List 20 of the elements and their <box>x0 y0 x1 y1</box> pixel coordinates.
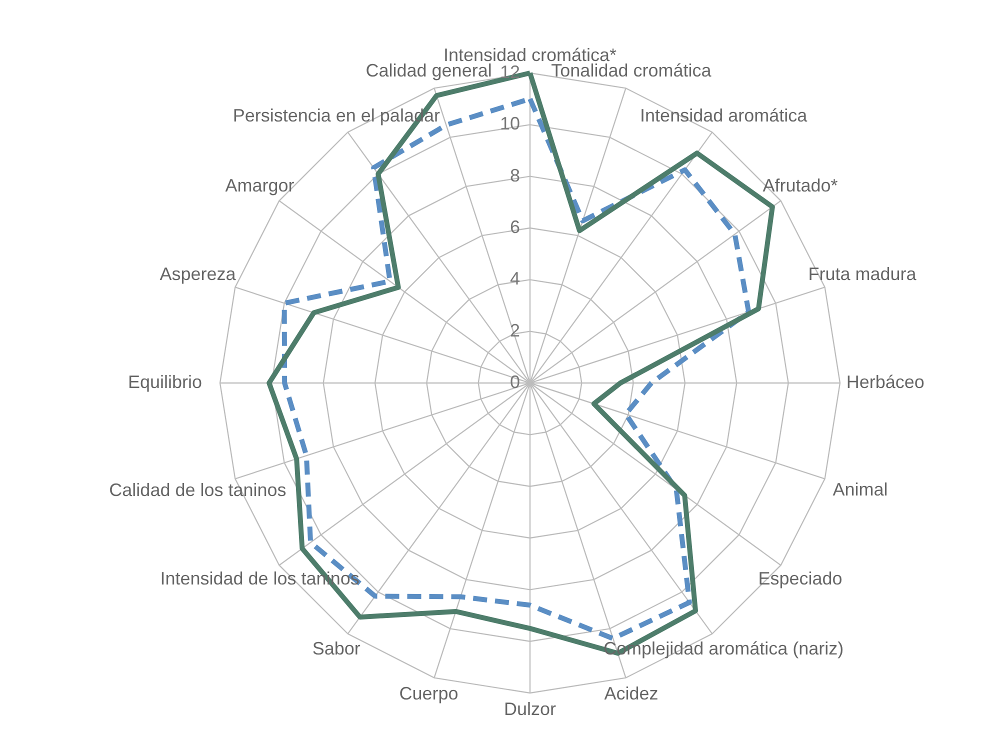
spoke-label: Afrutado* <box>762 176 838 196</box>
spoke-label: Amargor <box>225 176 294 196</box>
spoke-label: Animal <box>832 479 888 500</box>
spoke-label: Calidad de los taninos <box>109 480 286 500</box>
y-tick-label: 10 <box>500 114 520 134</box>
spoke-label: Aspereza <box>160 264 237 284</box>
spoke-label: Dulzor <box>504 699 556 719</box>
spoke-label: Intensidad aromática <box>640 106 808 126</box>
y-tick-label: 2 <box>510 320 520 340</box>
spoke-label: Equilibrio <box>128 372 202 392</box>
y-tick-label: 0 <box>510 372 520 392</box>
spoke-label: Cuerpo <box>399 683 458 704</box>
spoke-label: Fruta madura <box>808 264 918 284</box>
y-tick-label: 8 <box>510 165 520 186</box>
spoke-label: Especiado <box>758 568 842 588</box>
spoke-label: Sabor <box>312 638 360 658</box>
y-tick-label: 6 <box>510 217 520 237</box>
y-tick-label: 4 <box>510 268 520 289</box>
spoke-label: Acidez <box>604 683 658 704</box>
spoke-label: Herbáceo <box>846 372 924 392</box>
